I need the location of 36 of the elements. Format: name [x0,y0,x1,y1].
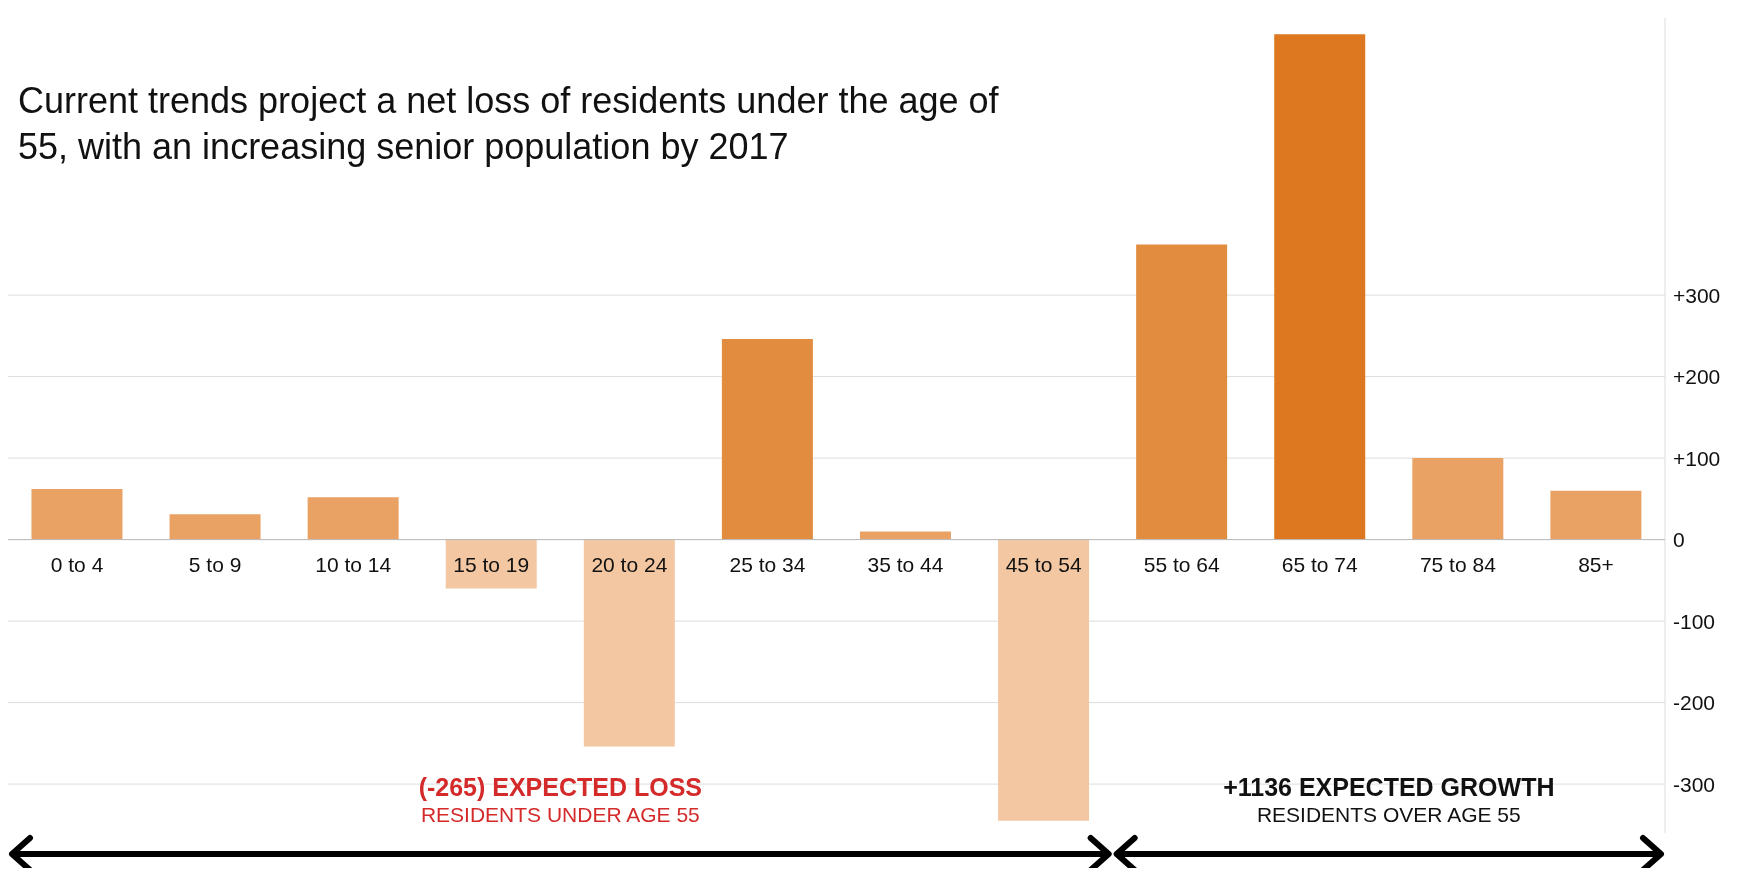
bar [445,539,537,589]
annotation: (-265) EXPECTED LOSS [417,772,704,802]
annotation: RESIDENTS OVER AGE 55 [1255,802,1522,828]
bar [31,489,123,540]
x-tick-label: 35 to 44 [867,552,944,576]
bar [169,514,261,540]
bar [721,339,813,540]
x-tick-label: 85+ [1578,552,1614,576]
x-tick-label: 10 to 14 [315,552,392,576]
x-tick-label: 5 to 9 [188,552,242,576]
y-tick-label: +100 [1673,446,1721,470]
y-tick-label: 0 [1673,528,1685,552]
annotation: +1136 EXPECTED GROWTH [1222,772,1556,802]
bar [1274,34,1366,540]
x-tick-label: 15 to 19 [453,552,530,576]
y-tick-label: +300 [1673,283,1721,307]
y-tick-label: -100 [1673,609,1716,633]
annotation: RESIDENTS UNDER AGE 55 [419,802,701,828]
bar [583,539,675,747]
y-tick-label: -300 [1673,772,1716,796]
bar [1550,490,1642,540]
bar [1136,244,1228,540]
x-tick-label: 65 to 74 [1281,552,1359,576]
bar [1412,458,1504,540]
y-tick-label: -200 [1673,691,1716,715]
bar [998,539,1090,821]
text: Current trends project a net loss of residents under the age of 55, with an increasing senior population by 2017 [18,79,1000,169]
bar [859,531,951,540]
x-tick-label: 45 to 54 [1005,552,1082,576]
y-tick-label: +200 [1673,365,1721,389]
x-tick-label: 0 to 4 [50,552,104,576]
x-tick-label: 75 to 84 [1419,552,1497,576]
x-tick-label: 55 to 64 [1143,552,1220,576]
x-tick-label: 20 to 24 [591,552,668,576]
bar [307,497,399,540]
x-tick-label: 25 to 34 [729,552,806,576]
